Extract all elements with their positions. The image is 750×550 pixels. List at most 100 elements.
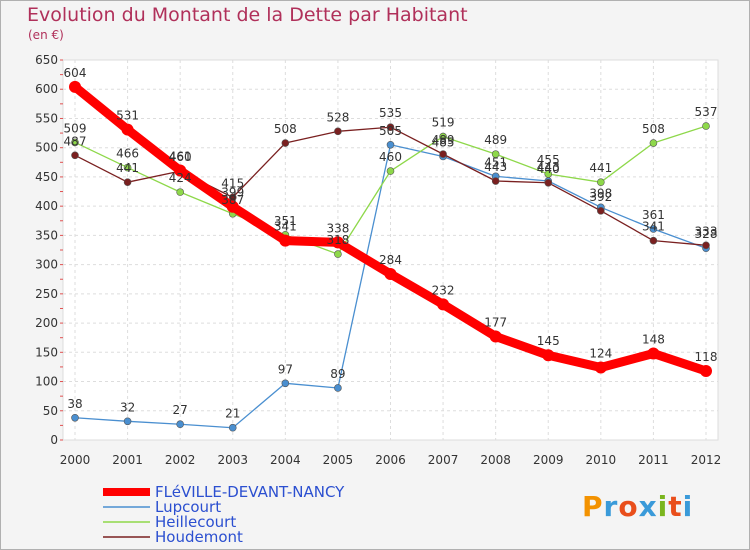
data-point [279,234,292,247]
x-tick-label: 2009 [533,453,564,467]
data-label: 318 [326,233,349,247]
data-point [489,330,502,343]
chart-subtitle: (en €) [28,28,64,42]
data-label: 399 [221,186,244,200]
data-label: 351 [274,214,297,228]
data-point [649,225,658,233]
x-tick-label: 2007 [428,453,459,467]
data-label: 32 [120,400,135,414]
data-label: 443 [484,160,507,174]
data-label: 508 [274,122,297,136]
data-label: 38 [67,397,82,411]
data-label: 97 [278,362,293,376]
y-tick-label: 50 [43,404,58,418]
data-label: 505 [379,124,402,138]
data-point [700,365,712,378]
data-label: 460 [169,150,192,164]
data-label: 440 [537,162,560,176]
y-tick-label: 150 [35,345,58,359]
data-label: 460 [379,150,402,164]
data-point [281,379,290,388]
data-label: 89 [330,367,345,381]
data-point [331,236,344,249]
data-label: 27 [173,403,188,417]
data-point [228,423,237,432]
x-tick-label: 2002 [165,453,196,467]
x-tick-label: 2004 [270,453,301,467]
y-tick-label: 300 [35,258,58,272]
data-point [386,140,395,149]
data-label: 232 [432,283,455,297]
data-label: 328 [695,227,718,241]
data-point [649,236,658,245]
data-label: 341 [274,220,297,234]
data-point [597,207,605,215]
data-label: 487 [64,134,87,148]
proxiti-logo: Proxiti [582,490,694,523]
y-tick-label: 500 [35,141,58,155]
data-point [174,164,187,177]
data-label: 528 [326,110,349,124]
y-tick-label: 350 [35,228,58,242]
y-tick-label: 200 [35,316,58,330]
data-point [594,361,607,374]
x-tick-label: 2000 [60,453,91,467]
data-label: 519 [432,116,455,130]
data-point [439,132,447,141]
y-tick-label: 650 [35,53,58,67]
x-tick-label: 2005 [323,453,354,467]
data-point [649,139,658,147]
data-label: 508 [642,122,665,136]
data-point [334,250,342,258]
data-label: 424 [169,171,192,185]
data-point [647,347,660,360]
data-label: 537 [695,105,718,119]
data-point [384,267,397,280]
data-label: 387 [221,193,244,207]
data-point [69,80,81,93]
data-label: 441 [589,161,612,175]
legend-label: Houdemont [155,528,243,546]
data-label: 604 [64,66,87,80]
data-point [702,122,710,130]
data-label: 398 [589,186,612,200]
data-point [281,139,290,147]
data-label: 509 [64,121,87,135]
y-tick-label: 250 [35,287,58,301]
data-point [123,178,132,186]
y-tick-label: 100 [35,375,58,389]
data-point [123,417,132,426]
y-tick-label: 450 [35,170,58,184]
data-label: 455 [537,153,560,167]
data-label: 392 [589,190,612,204]
data-point [176,420,184,429]
plot-area [62,59,719,441]
data-point [71,413,79,422]
data-point [71,151,79,160]
data-label: 441 [116,161,139,175]
data-label: 145 [537,334,560,348]
data-label: 284 [379,253,402,267]
data-point [542,349,555,362]
data-label: 118 [695,350,718,364]
data-label: 531 [116,109,139,123]
data-label: 177 [484,316,507,330]
data-point [386,123,395,132]
data-label: 535 [379,106,402,120]
data-label: 148 [642,332,665,346]
legend-label: Heillecourt [155,513,236,531]
x-tick-label: 2008 [480,453,511,467]
data-point [491,150,500,158]
chart-title: Evolution du Montant de la Dette par Hab… [27,4,468,26]
x-tick-label: 2001 [112,453,143,467]
y-tick-label: 400 [35,199,58,213]
data-label: 333 [695,224,718,238]
data-point [437,298,450,311]
y-tick-label: 0 [50,433,58,447]
x-tick-label: 2011 [638,453,669,467]
data-point [226,200,239,213]
data-label: 443 [537,160,560,174]
data-point [544,170,553,178]
data-point [121,123,134,136]
